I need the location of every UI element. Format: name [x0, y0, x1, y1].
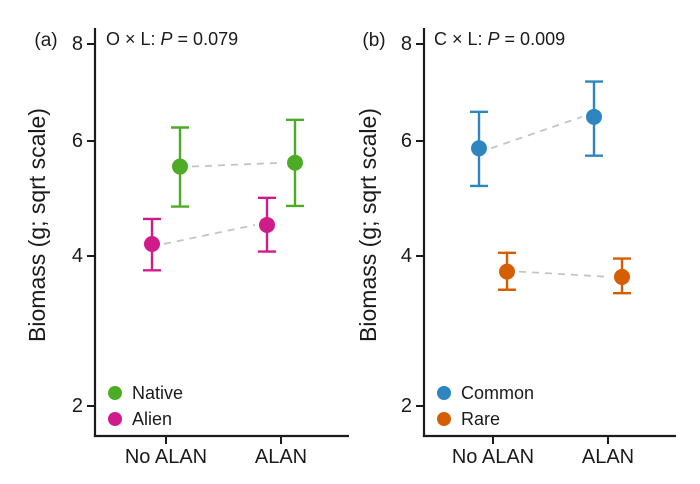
panel-a-label: (a) [34, 30, 57, 51]
panel-b-label: (b) [362, 30, 385, 51]
data-point-common [471, 140, 487, 157]
panel-b-xtick-label-alan: ALAN [582, 446, 634, 468]
panel-b-annotation: C × L: P = 0.009 [434, 29, 565, 49]
panel-a-y-axis-title: Biomass (g; sqrt scale) [24, 108, 50, 342]
panel-b-xtick-label-noalan: No ALAN [452, 446, 534, 468]
data-point-rare [614, 268, 630, 285]
panel-a-data-layer [143, 118, 304, 272]
panel-b-ytick-label-2: 2 [401, 395, 412, 417]
panel-a-xtick-label-alan: ALAN [255, 446, 307, 468]
legend-swatch-rare [437, 412, 451, 426]
panel-a-annotation-prefix: O × L: [106, 29, 161, 49]
panel-b-ytick-label-4: 4 [401, 245, 412, 267]
trend-connector-native [191, 161, 284, 168]
trend-connector-rare [518, 270, 611, 278]
panel-b: (b) Biomass (g; sqrt scale) 8 6 4 2 No A… [355, 28, 676, 468]
trend-connector-alien [163, 224, 256, 245]
panel-b-ytick-label-6: 6 [401, 130, 412, 152]
legend-label-alien: Alien [132, 409, 172, 429]
legend-swatch-native [108, 386, 122, 400]
panel-a-xtick-label-noalan: No ALAN [125, 446, 207, 468]
legend-label-native: Native [132, 383, 183, 403]
panel-a-annotation: O × L: P = 0.079 [106, 29, 238, 49]
trend-connector-common [490, 115, 583, 150]
panel-b-data-layer [470, 80, 631, 295]
panel-b-y-axis-title: Biomass (g; sqrt scale) [355, 108, 381, 342]
panel-b-annotation-suffix: = 0.009 [500, 29, 566, 49]
panel-a-annotation-pvalue-symbol: P [161, 29, 173, 49]
legend-swatch-common [437, 386, 451, 400]
panel-a-ytick-label-2: 2 [72, 395, 83, 417]
data-point-rare [499, 263, 515, 280]
panel-a-annotation-suffix: = 0.079 [173, 29, 239, 49]
data-point-common [586, 108, 602, 125]
panel-a-legend: Native Alien [108, 383, 183, 429]
panel-a: (a) Biomass (g; sqrt scale) 8 6 4 2 No A… [24, 28, 349, 468]
panel-b-legend: Common Rare [437, 383, 534, 429]
data-point-native [287, 154, 303, 171]
legend-label-common: Common [461, 383, 534, 403]
panel-a-ytick-label-4: 4 [72, 245, 83, 267]
panel-b-annotation-prefix: C × L: [434, 29, 488, 49]
panel-b-ytick-label-8: 8 [401, 33, 412, 55]
data-point-alien [259, 216, 275, 233]
data-point-native [172, 158, 188, 175]
legend-swatch-alien [108, 412, 122, 426]
data-point-alien [144, 235, 160, 252]
panel-b-annotation-pvalue-symbol: P [488, 29, 500, 49]
legend-label-rare: Rare [461, 409, 500, 429]
panel-a-ytick-label-8: 8 [72, 33, 83, 55]
panel-a-ytick-label-6: 6 [72, 130, 83, 152]
